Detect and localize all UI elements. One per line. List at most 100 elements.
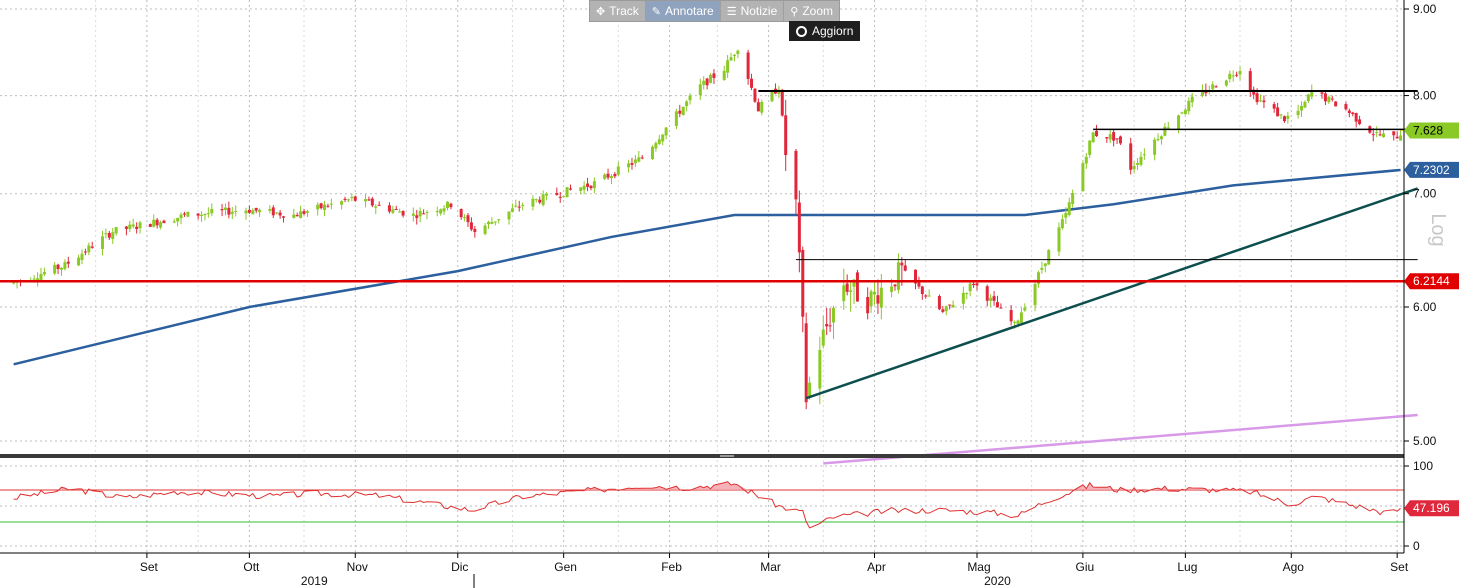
candle [650, 145, 654, 161]
candle [1248, 68, 1252, 97]
candle-body [514, 205, 518, 207]
month-label: Apr [867, 560, 886, 574]
month-label: Set [1390, 560, 1409, 574]
candle [1214, 85, 1218, 88]
candle-body [1190, 96, 1194, 103]
candle [702, 76, 706, 90]
candle-body [1115, 138, 1119, 140]
candle-body [446, 201, 450, 209]
candle-body [661, 134, 665, 142]
track-button[interactable]: ✥ Track [590, 1, 646, 21]
candle [968, 281, 972, 297]
candle-body [603, 174, 607, 179]
candle-body [900, 262, 904, 266]
news-button[interactable]: ☰ Notizie [720, 1, 785, 21]
candle-body [1286, 115, 1290, 119]
candle-body [36, 278, 40, 281]
candle [1091, 131, 1095, 143]
candle [613, 171, 617, 179]
candle [914, 269, 918, 290]
candle-body [750, 78, 754, 88]
candle-body [562, 196, 566, 198]
candle [292, 208, 296, 219]
candle-body [394, 209, 398, 211]
osc-current-tag-label: 47.196 [1413, 501, 1450, 515]
candle-body [463, 217, 467, 219]
candle-body [896, 262, 900, 290]
candle [1286, 111, 1290, 124]
candle [394, 205, 398, 211]
candle-body [633, 159, 637, 164]
candle [87, 242, 91, 256]
candle-body [1156, 139, 1160, 141]
candle-body [937, 296, 941, 310]
candle [1303, 100, 1307, 109]
candle [637, 150, 641, 163]
candle-body [466, 215, 470, 223]
candle [155, 217, 159, 229]
candle [1105, 136, 1109, 143]
candle-body [329, 203, 333, 205]
candle [258, 208, 262, 218]
candle [534, 198, 538, 203]
candle [90, 241, 94, 249]
candle [1095, 124, 1099, 138]
candle-body [650, 146, 654, 160]
candle-body [1378, 134, 1382, 136]
candle [866, 287, 870, 320]
candle [555, 187, 559, 196]
zoom-button[interactable]: ⚲ Zoom [784, 1, 840, 21]
candle-body [418, 211, 422, 217]
candle-body [1272, 104, 1276, 109]
candle-body [138, 222, 142, 229]
candle [1180, 111, 1184, 115]
candle [1296, 104, 1300, 119]
candle [196, 213, 200, 220]
candle-body [845, 283, 849, 292]
candle-body [493, 221, 497, 223]
candle [268, 205, 272, 214]
candle [203, 213, 207, 221]
candle [1358, 115, 1362, 126]
candle [131, 218, 135, 229]
candle [630, 157, 634, 170]
candle-body [135, 226, 139, 229]
candle-body [510, 208, 514, 212]
candle-body [1347, 110, 1351, 114]
candle [944, 305, 948, 316]
candle-body [609, 176, 613, 179]
candle [1252, 86, 1256, 100]
candle-body [83, 251, 87, 253]
oscillator-line [13, 481, 1401, 529]
candle [869, 289, 873, 313]
candle-body [1334, 101, 1338, 107]
refresh-button[interactable]: Aggiorn [789, 21, 861, 41]
candle [1262, 95, 1266, 109]
candle [1115, 138, 1119, 144]
candle-body [425, 212, 429, 214]
candle-body [1163, 126, 1167, 136]
candle-body [702, 80, 706, 85]
candle [415, 209, 419, 225]
candle-body [760, 101, 764, 113]
log-scale-label[interactable]: Log [1427, 213, 1449, 246]
candle-body [100, 236, 104, 250]
candle-body [1153, 139, 1157, 155]
candle-body [1180, 112, 1184, 114]
candle [589, 185, 593, 191]
candle [1166, 121, 1170, 130]
candle [722, 65, 726, 81]
candle [244, 207, 248, 220]
candle-body [1067, 202, 1071, 216]
price-tick-label: 6.00 [1413, 300, 1437, 314]
price-tag-2: 6.2144 [1404, 273, 1459, 290]
candle [507, 211, 511, 225]
candle [251, 208, 255, 215]
candle-body [914, 269, 918, 284]
candle-body [545, 193, 549, 196]
candle [1139, 151, 1143, 167]
candle [1344, 101, 1348, 111]
candle [83, 248, 87, 256]
annotate-button[interactable]: ✎ Annotare [645, 1, 721, 21]
candle-body [1187, 100, 1191, 112]
